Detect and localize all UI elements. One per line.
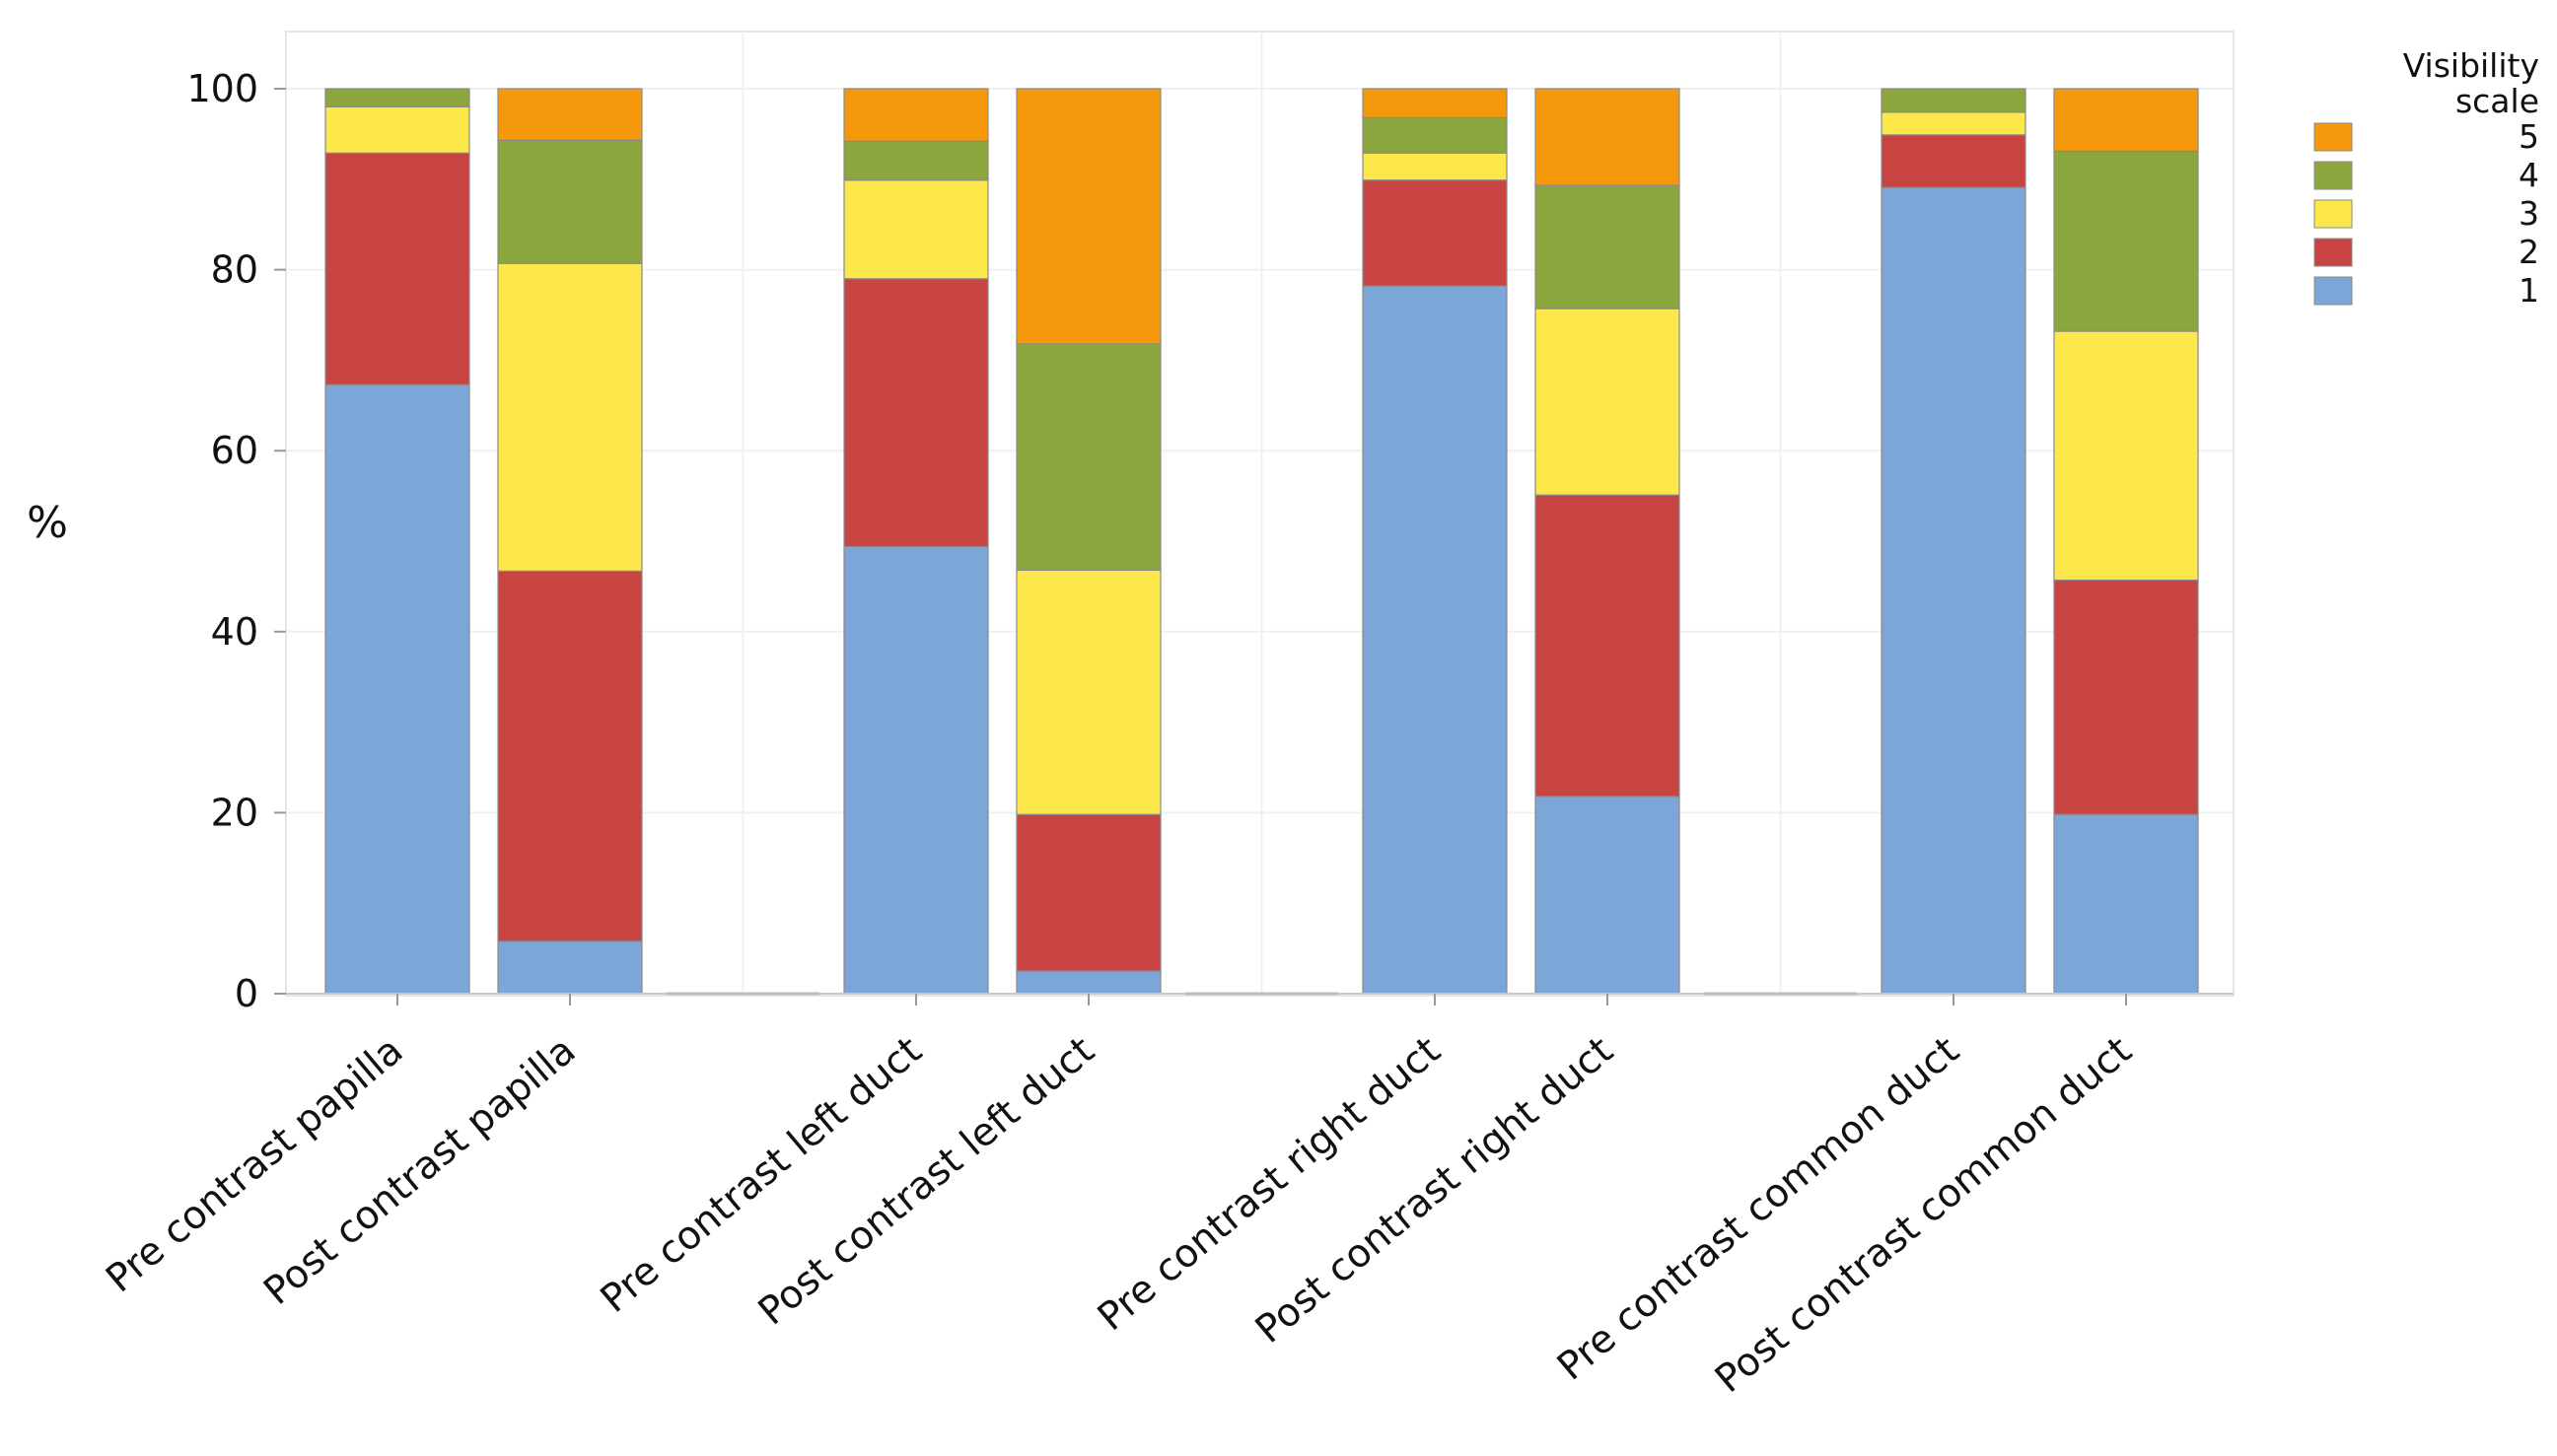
bar-segment-2 bbox=[497, 570, 643, 942]
bar-segment-2 bbox=[1881, 134, 2026, 188]
legend-swatch-5 bbox=[2313, 122, 2353, 152]
legend-swatch-4 bbox=[2313, 161, 2353, 190]
bar-segment-2 bbox=[324, 152, 470, 385]
bar-segment-1 bbox=[1534, 796, 1680, 995]
bar-segment-1 bbox=[1016, 970, 1162, 995]
legend-title-line2: scale bbox=[2455, 82, 2539, 120]
bar-segment-3 bbox=[497, 262, 643, 572]
legend-label-5: 5 bbox=[2519, 117, 2539, 156]
bar-segment-1 bbox=[2053, 813, 2199, 995]
bar-segment-2 bbox=[1016, 813, 1162, 972]
bar-segment-5 bbox=[1016, 88, 1162, 345]
bar-segment-4 bbox=[2053, 150, 2199, 332]
bar-segment-5 bbox=[497, 88, 643, 141]
bar-segment-3 bbox=[1016, 569, 1162, 815]
bar-segment-5 bbox=[1534, 88, 1680, 186]
bar-segment-5 bbox=[2053, 88, 2199, 152]
x-tick-label: Pre contrast left duct bbox=[593, 1028, 931, 1322]
bar-segment-4 bbox=[324, 88, 470, 107]
legend-swatch-1 bbox=[2313, 276, 2353, 306]
bar-segment-1 bbox=[324, 383, 470, 995]
bar-segment-1 bbox=[843, 545, 989, 995]
legend-swatch-3 bbox=[2313, 199, 2353, 229]
y-tick-label: 40 bbox=[211, 610, 258, 654]
bars bbox=[324, 88, 2199, 995]
bar-segment-3 bbox=[1534, 308, 1680, 496]
bar-segment-4 bbox=[1881, 88, 2026, 113]
bar-segment-3 bbox=[324, 105, 470, 154]
legend-label-4: 4 bbox=[2519, 156, 2539, 194]
x-tick-label: Post contrast right duct bbox=[1247, 1028, 1621, 1352]
x-tick-label: Post contrast papilla bbox=[255, 1028, 584, 1314]
bar-segment-5 bbox=[843, 88, 989, 142]
legend-swatch-2 bbox=[2313, 238, 2353, 267]
bar-segment-4 bbox=[497, 139, 643, 264]
y-tick-label: 100 bbox=[186, 67, 258, 110]
y-tick-label: 80 bbox=[211, 248, 258, 292]
bar-segment-3 bbox=[843, 179, 989, 280]
bar-segment-2 bbox=[843, 278, 989, 548]
legend-title-line1: Visibility bbox=[2403, 46, 2539, 85]
x-tick-label: Pre contrast right duct bbox=[1090, 1028, 1449, 1340]
bar-segment-5 bbox=[1362, 88, 1508, 118]
bar-segment-2 bbox=[1534, 494, 1680, 797]
bar-segment-4 bbox=[843, 140, 989, 181]
bar-segment-4 bbox=[1016, 343, 1162, 571]
bar-segment-1 bbox=[497, 940, 643, 995]
bar-segment-3 bbox=[1362, 152, 1508, 181]
y-tick-label: 0 bbox=[235, 972, 258, 1015]
bar-segment-1 bbox=[1362, 285, 1508, 995]
x-tick-label: Pre contrast papilla bbox=[98, 1028, 411, 1301]
bar-segment-1 bbox=[1881, 186, 2026, 995]
bar-segment-3 bbox=[1881, 111, 2026, 136]
bar-segment-3 bbox=[2053, 330, 2199, 582]
bar-segment-2 bbox=[1362, 179, 1508, 287]
bar-segment-2 bbox=[2053, 579, 2199, 815]
x-tick-label: Post contrast left duct bbox=[750, 1028, 1103, 1334]
legend-label-3: 3 bbox=[2519, 194, 2539, 233]
bar-segment-4 bbox=[1362, 116, 1508, 154]
bar-segment-4 bbox=[1534, 184, 1680, 310]
legend-label-1: 1 bbox=[2519, 271, 2539, 310]
y-tick-label: 20 bbox=[211, 791, 258, 834]
y-axis-label: % bbox=[27, 498, 68, 548]
legend-label-2: 2 bbox=[2519, 233, 2539, 271]
y-tick-label: 60 bbox=[211, 429, 258, 472]
